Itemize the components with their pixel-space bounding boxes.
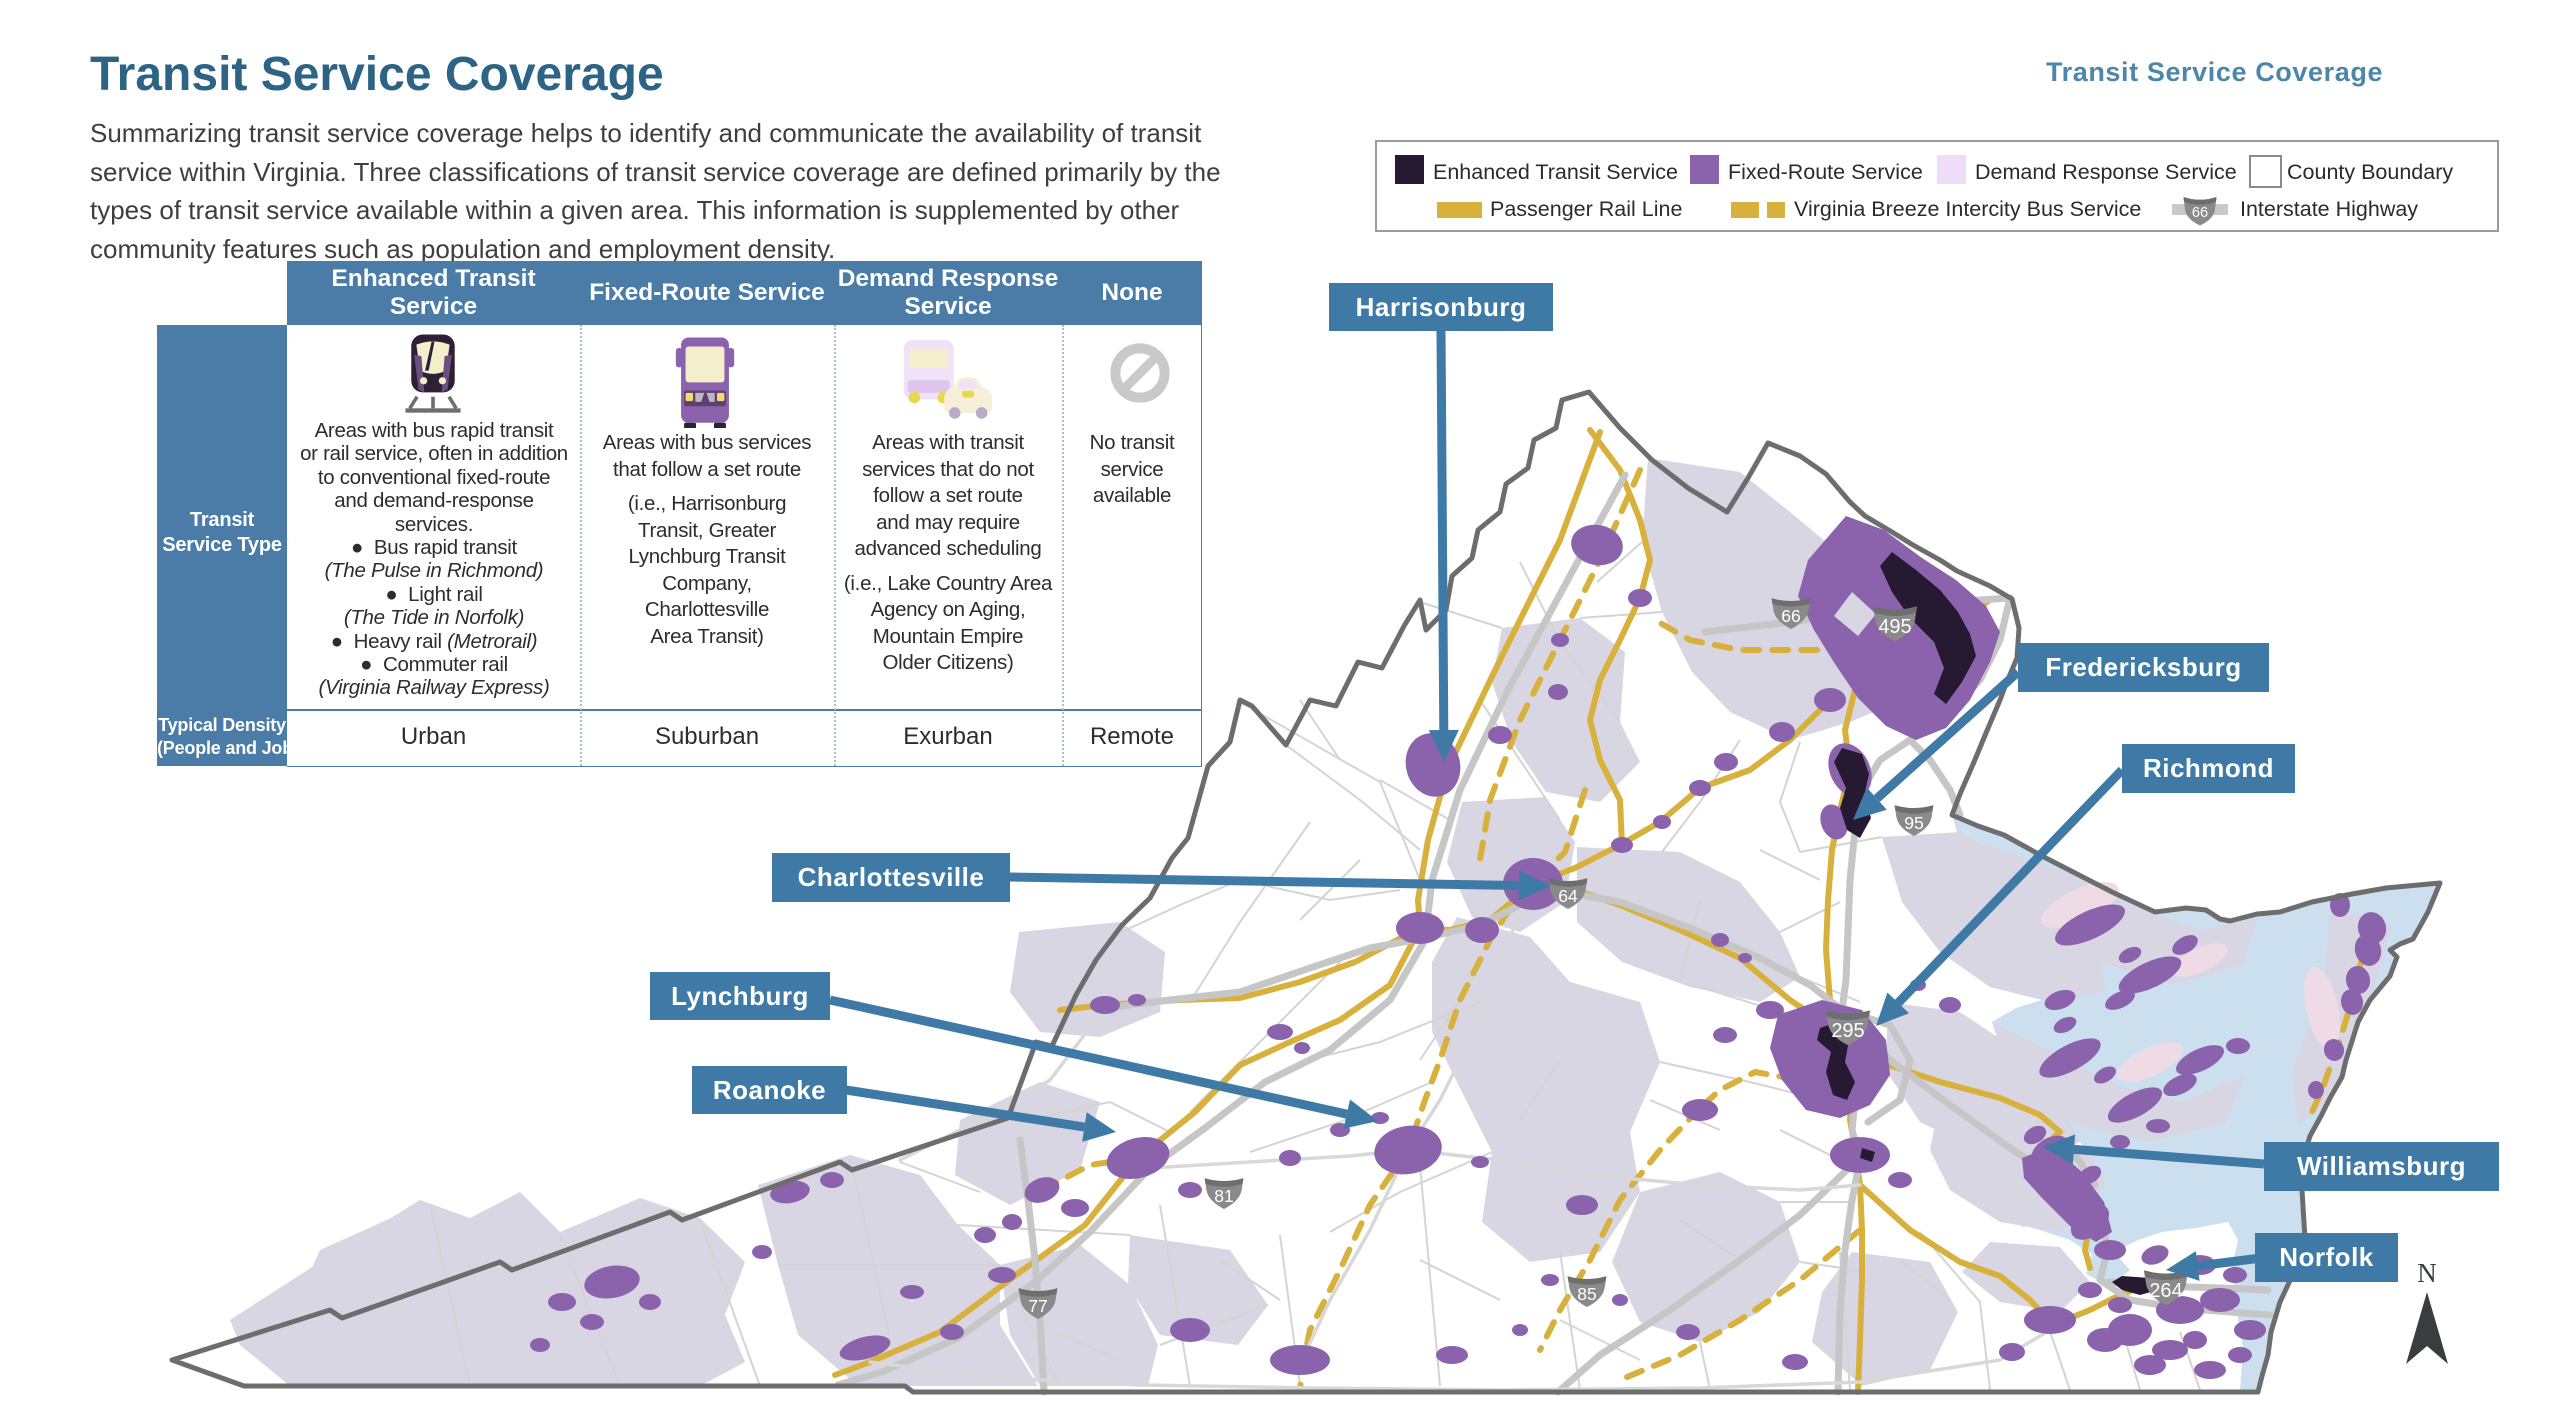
svg-text:495: 495: [1878, 616, 1911, 638]
svg-text:66: 66: [1781, 606, 1801, 626]
svg-text:N: N: [2417, 1258, 2437, 1288]
svg-text:64: 64: [1558, 886, 1578, 906]
svg-text:77: 77: [1028, 1296, 1048, 1316]
svg-text:95: 95: [1904, 813, 1924, 833]
svg-text:66: 66: [2192, 205, 2208, 221]
svg-text:295: 295: [1831, 1020, 1864, 1042]
svg-text:81: 81: [1214, 1186, 1234, 1206]
svg-text:85: 85: [1577, 1284, 1597, 1304]
svg-text:264: 264: [2149, 1280, 2182, 1302]
